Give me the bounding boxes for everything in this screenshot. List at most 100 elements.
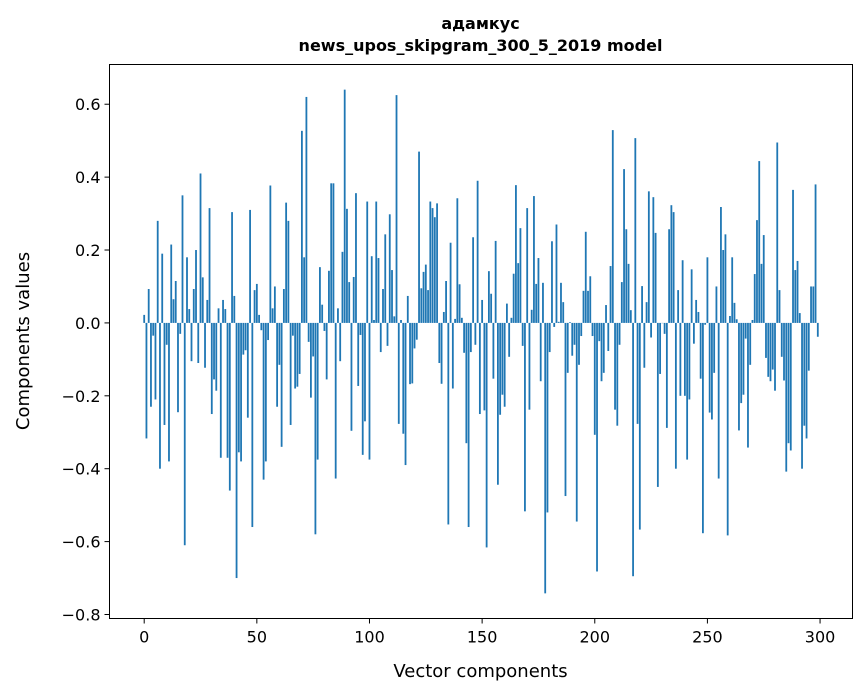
- bar: [420, 288, 422, 323]
- bar: [197, 323, 199, 363]
- bar: [438, 323, 440, 363]
- bar: [707, 257, 709, 323]
- y-tick-label: −0.8: [62, 605, 101, 624]
- bar: [263, 323, 265, 480]
- bar: [709, 323, 711, 413]
- bar: [353, 277, 355, 323]
- bar: [152, 323, 154, 336]
- bar: [794, 270, 796, 323]
- bar: [285, 203, 287, 323]
- bar: [380, 323, 382, 352]
- bar: [470, 323, 472, 352]
- bar: [411, 323, 413, 384]
- bar: [594, 323, 596, 435]
- bar: [725, 234, 727, 323]
- bar: [535, 284, 537, 323]
- bar: [603, 323, 605, 373]
- bar: [477, 181, 479, 323]
- bar: [619, 323, 621, 345]
- bar: [254, 290, 256, 323]
- bar: [499, 323, 501, 415]
- x-tick-label: 300: [805, 628, 836, 647]
- bar: [265, 323, 267, 462]
- bar: [143, 315, 145, 323]
- bar: [592, 323, 594, 336]
- bar: [670, 205, 672, 323]
- bar: [666, 323, 668, 428]
- bar: [598, 323, 600, 341]
- bar: [756, 220, 758, 323]
- bar: [524, 323, 526, 511]
- bar: [337, 308, 339, 323]
- bar: [776, 142, 778, 322]
- bar: [502, 323, 504, 395]
- bar: [260, 323, 262, 330]
- bar: [486, 323, 488, 548]
- bar: [571, 323, 573, 356]
- bar: [434, 217, 436, 323]
- bar: [188, 309, 190, 323]
- bar: [655, 233, 657, 323]
- bar: [623, 169, 625, 323]
- bar: [587, 291, 589, 323]
- bar: [371, 256, 373, 323]
- bar: [547, 323, 549, 513]
- bar: [186, 257, 188, 323]
- bar: [375, 202, 377, 323]
- bar: [267, 323, 269, 340]
- bar: [366, 202, 368, 323]
- bar: [772, 323, 774, 370]
- bar: [745, 323, 747, 339]
- bar: [628, 264, 630, 323]
- bar: [749, 323, 751, 365]
- bar: [209, 208, 211, 323]
- bar: [472, 237, 474, 323]
- y-tick-label: −0.4: [62, 460, 101, 479]
- bar: [312, 323, 314, 357]
- bar: [526, 208, 528, 323]
- bar: [378, 258, 380, 323]
- x-axis-label: Vector components: [393, 661, 567, 682]
- bar: [691, 269, 693, 323]
- bar: [808, 323, 810, 371]
- bar: [231, 212, 233, 323]
- bar: [817, 323, 819, 337]
- bar: [362, 323, 364, 455]
- bar: [508, 323, 510, 357]
- bar: [556, 225, 558, 323]
- bar: [511, 318, 513, 323]
- bar: [596, 323, 598, 572]
- bar: [729, 316, 731, 323]
- bar: [423, 272, 425, 323]
- bar: [357, 323, 359, 386]
- bar: [646, 302, 648, 323]
- bar: [783, 323, 785, 381]
- x-tick-label: 0: [139, 628, 149, 647]
- bar: [157, 221, 159, 323]
- bar: [195, 250, 197, 323]
- bar: [790, 323, 792, 451]
- bar: [488, 271, 490, 323]
- bar: [713, 323, 715, 373]
- bar: [754, 274, 756, 323]
- bar: [515, 185, 517, 323]
- y-tick-label: 0.4: [75, 168, 100, 187]
- bar: [281, 323, 283, 447]
- bar: [765, 323, 767, 358]
- bar: [220, 323, 222, 458]
- bar: [531, 310, 533, 323]
- bar: [418, 152, 420, 323]
- bar: [621, 282, 623, 323]
- bar: [292, 323, 294, 336]
- bar: [632, 323, 634, 576]
- bar: [565, 323, 567, 496]
- bar: [454, 319, 456, 323]
- bar: [396, 95, 398, 323]
- bar: [578, 323, 580, 365]
- bar: [360, 323, 362, 335]
- bar: [695, 300, 697, 323]
- bar: [168, 323, 170, 462]
- bar: [474, 323, 476, 345]
- bar: [330, 183, 332, 323]
- bar: [456, 198, 458, 323]
